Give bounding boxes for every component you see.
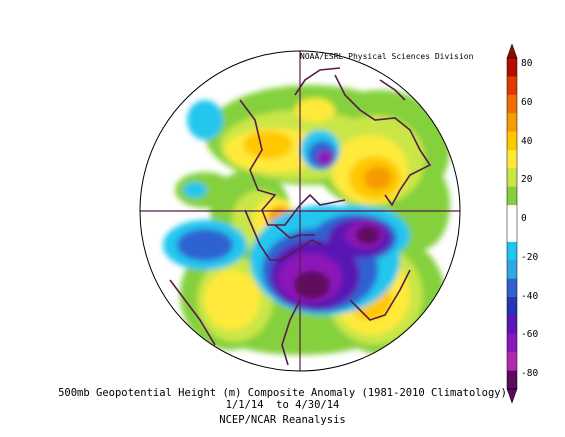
colorbar-label: -20 bbox=[521, 251, 539, 263]
colorbar-segment bbox=[507, 297, 517, 316]
colorbar-segment bbox=[507, 260, 517, 279]
colorbar-label: -40 bbox=[521, 290, 539, 302]
colorbar-segment bbox=[507, 186, 517, 206]
colorbar-label: 0 bbox=[521, 213, 527, 224]
colorbar bbox=[506, 43, 518, 404]
colorbar-label: -80 bbox=[521, 368, 539, 379]
caption-source: NCEP/NCAR Reanalysis bbox=[219, 414, 346, 426]
colorbar-segment bbox=[507, 149, 517, 169]
colorbar-segment bbox=[507, 205, 517, 224]
colorbar-segment bbox=[507, 168, 517, 188]
colorbar-label: 40 bbox=[521, 135, 533, 147]
colorbar-segment bbox=[507, 370, 517, 390]
colorbar-segment bbox=[507, 76, 517, 96]
colorbar-segment bbox=[507, 113, 517, 132]
colorbar-label: -60 bbox=[521, 329, 539, 341]
anomaly-field bbox=[140, 51, 460, 371]
colorbar-segment bbox=[507, 315, 517, 335]
colorbar-segment bbox=[507, 278, 517, 298]
credit-text: NOAA/ESRL Physical Sciences Division bbox=[300, 52, 474, 61]
colorbar-segment bbox=[507, 352, 517, 371]
colorbar-segment bbox=[507, 241, 517, 261]
caption-dates: 1/1/14 to 4/30/14 bbox=[225, 399, 340, 411]
globe-border bbox=[139, 50, 461, 372]
colorbar-segment bbox=[507, 223, 517, 243]
colorbar-segment bbox=[507, 333, 517, 353]
colorbar-label: 60 bbox=[521, 96, 533, 108]
coastlines bbox=[169, 67, 432, 366]
colorbar-segment bbox=[507, 94, 517, 114]
colorbar-outline bbox=[506, 57, 518, 390]
colorbar-segment bbox=[507, 131, 517, 151]
colorbar-segment bbox=[507, 58, 517, 77]
colorbar-label: 80 bbox=[521, 58, 533, 69]
colorbar-label: 20 bbox=[521, 174, 533, 186]
colorbar-top-arrow bbox=[506, 43, 518, 59]
caption-title: 500mb Geopotential Height (m) Composite … bbox=[58, 387, 507, 399]
